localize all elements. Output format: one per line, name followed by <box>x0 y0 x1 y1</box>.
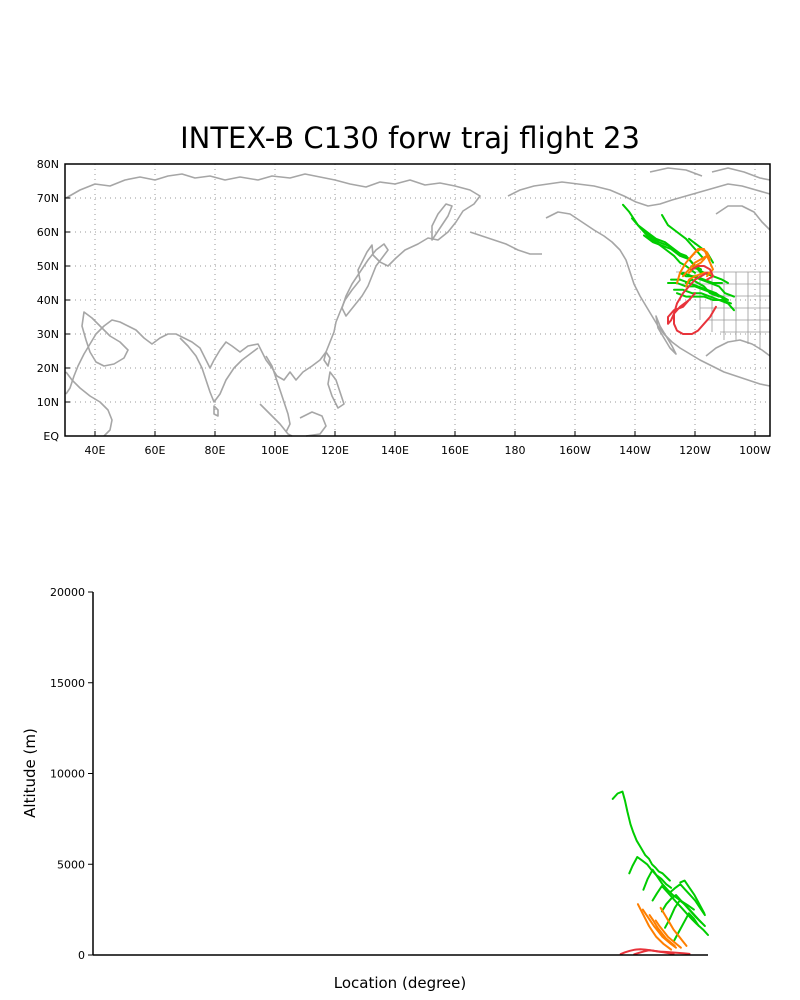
map-y-tick-label: 80N <box>37 158 59 171</box>
map-trajectory-orange <box>688 248 711 261</box>
map-title: INTEX-B C130 forw traj flight 23 <box>180 121 640 155</box>
map-x-tick-label: 40E <box>85 444 106 457</box>
map-y-tick-label: 30N <box>37 328 59 341</box>
coastlines <box>65 167 771 437</box>
altitude-trajectory-green <box>673 912 700 942</box>
map-y-tick-label: EQ <box>43 430 59 443</box>
altitude-y-tick-label: 0 <box>78 949 85 962</box>
coastline-srilanka <box>213 405 219 417</box>
coastline-gulf-of-mexico <box>705 339 771 357</box>
altitude-x-label: Location (degree) <box>334 974 466 992</box>
map-trajectories <box>622 203 735 335</box>
altitude-trajectory-red <box>633 949 675 956</box>
coastline-indochina <box>265 355 291 433</box>
map-x-tick-label: 100W <box>739 444 771 457</box>
map-trajectory-green <box>682 271 735 298</box>
altitude-trajectory-orange <box>648 914 676 947</box>
coastline-arabia <box>81 311 129 367</box>
coastline-arctic-islands <box>649 167 771 181</box>
coastline-kamchatka <box>431 203 453 241</box>
map-trajectory-orange <box>682 254 714 278</box>
map-trajectory-green <box>676 292 732 305</box>
altitude-trajectory-green <box>611 790 671 882</box>
map-x-tick-label: 180 <box>505 444 526 457</box>
altitude-panel: 0 5000 10000 15000 20000 Location (degree) A… <box>21 586 709 992</box>
altitude-trajectory-green <box>628 856 673 889</box>
coastline-aleutians <box>469 231 542 255</box>
coastline-baja <box>655 315 677 355</box>
coastline-taiwan <box>323 351 331 367</box>
coastline-sumatra <box>259 403 293 437</box>
map-trajectory-green <box>685 278 720 298</box>
altitude-y-ticks: 0 5000 10000 15000 20000 <box>50 586 93 962</box>
map-trajectory-orange <box>685 271 714 288</box>
map-y-tick-label: 60N <box>37 226 59 239</box>
map-x-tick-label: 160W <box>559 444 591 457</box>
altitude-trajectory-green <box>679 879 706 915</box>
map-panel: INTEX-B C130 forw traj flight 23 <box>37 121 771 457</box>
map-y-tick-label: 70N <box>37 192 59 205</box>
map-y-tick-label: 40N <box>37 294 59 307</box>
altitude-y-tick-label: 5000 <box>57 858 85 871</box>
map-trajectory-green <box>622 203 696 274</box>
altitude-trajectory-orange <box>636 903 673 951</box>
altitude-trajectory-orange <box>654 919 682 949</box>
map-x-tick-label: 140E <box>381 444 409 457</box>
map-y-ticks: EQ 10N 20N 30N 40N 50N 60N 70N 80N <box>37 158 70 443</box>
coastline-africa <box>65 371 113 437</box>
altitude-trajectories <box>611 790 709 956</box>
map-grid <box>65 164 770 436</box>
map-x-ticks: 40E 60E 80E 100E 120E 140E 160E 180 160W 140W 120W… <box>85 431 771 457</box>
map-x-tick-label: 160E <box>441 444 469 457</box>
map-x-tick-label: 100E <box>261 444 289 457</box>
map-trajectory-green <box>661 214 705 261</box>
altitude-y-tick-label: 10000 <box>50 768 85 781</box>
coastline-india <box>179 337 259 403</box>
altitude-trajectory-orange <box>659 906 688 947</box>
map-y-tick-label: 10N <box>37 396 59 409</box>
coastline-japan <box>341 243 389 317</box>
map-x-tick-label: 140W <box>619 444 651 457</box>
coastline-hudson <box>715 205 771 231</box>
coastline-alaska-gulf <box>545 211 771 387</box>
altitude-y-tick-label: 20000 <box>50 586 85 599</box>
map-trajectory-red <box>673 271 717 335</box>
coastline-north-america <box>507 181 771 207</box>
altitude-trajectory-green <box>664 899 706 929</box>
map-trajectory-green <box>631 217 699 271</box>
altitude-y-tick-label: 15000 <box>50 677 85 690</box>
map-trajectory-red <box>667 292 696 325</box>
map-x-tick-label: 60E <box>145 444 166 457</box>
coastline-philippines <box>327 371 345 409</box>
map-y-tick-label: 50N <box>37 260 59 273</box>
coastline-borneo <box>299 411 327 437</box>
map-trajectory-red <box>691 265 714 281</box>
map-x-tick-label: 120W <box>679 444 711 457</box>
altitude-trajectory-green <box>670 883 706 917</box>
altitude-y-label: Altitude (m) <box>21 728 39 818</box>
coastline-eurasia <box>65 173 481 395</box>
map-x-tick-label: 120E <box>321 444 349 457</box>
map-y-tick-label: 20N <box>37 362 59 375</box>
map-x-tick-label: 80E <box>205 444 226 457</box>
